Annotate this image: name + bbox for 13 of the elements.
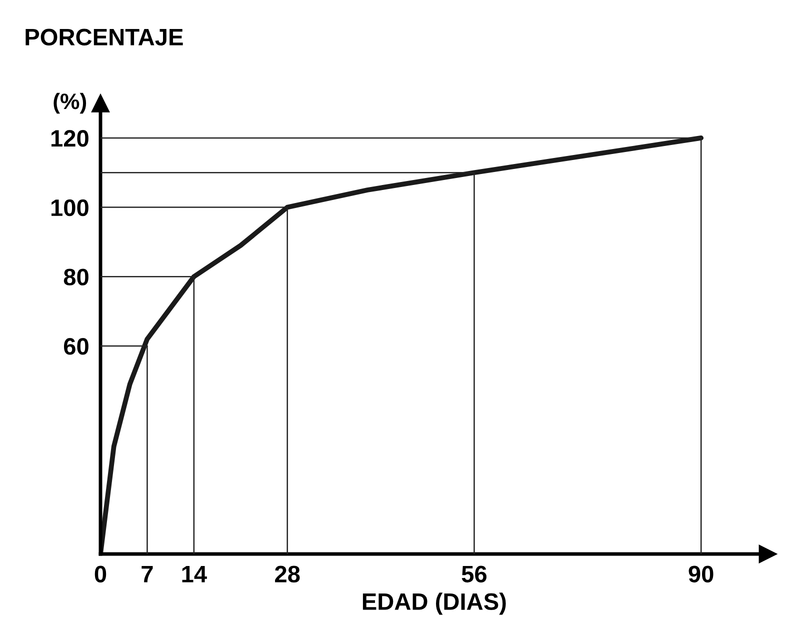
y-axis-title: (%) [54,92,86,114]
x-tick-label: 56 [462,566,486,582]
y-tick-label: 100 [51,199,88,216]
x-tick-label: 28 [275,566,300,582]
x-axis-title: EDAD (DIAS) [362,592,506,615]
y-tick-label: 120 [51,130,88,147]
x-tick-label: 0 [94,566,106,582]
x-tick-label: 14 [182,566,207,582]
y-tick-label: 60 [64,338,88,355]
x-tick-label: 90 [688,566,714,582]
x-tick-label: 7 [142,566,153,582]
y-tick-label: 80 [64,268,88,286]
chart-title: PORCENTAJE [26,28,183,46]
